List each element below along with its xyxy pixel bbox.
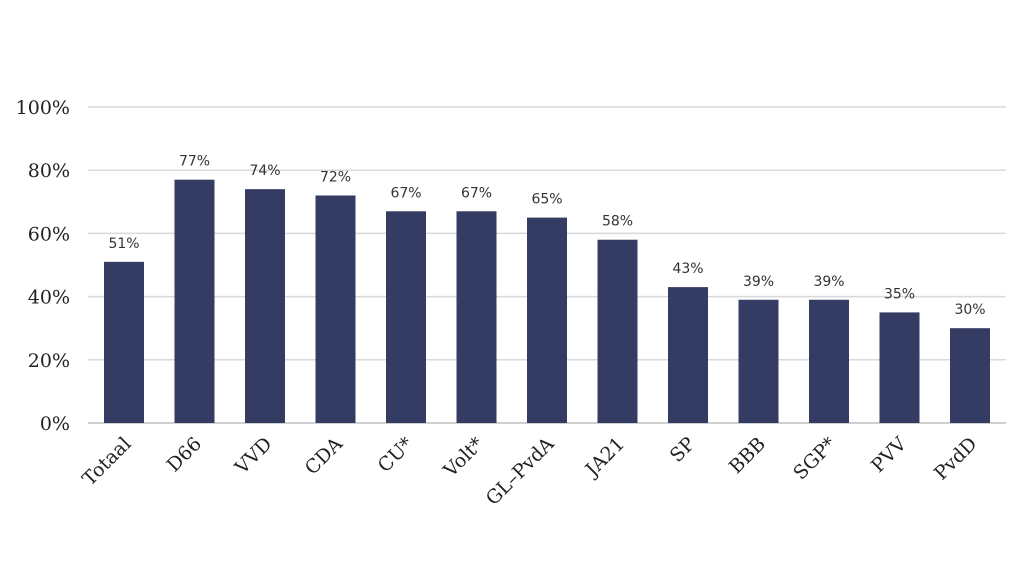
y-tick-label: 80% (28, 160, 70, 182)
bar (597, 239, 638, 423)
category-label: BBB (725, 433, 770, 478)
category-label: CDA (301, 433, 348, 480)
category-label: CU* (374, 433, 418, 477)
bars (104, 179, 990, 423)
x-axis-category-labels: Totaal D66 VVD CDA CU* Volt*GL–PvdA JA21 SP BBB S… (78, 433, 981, 510)
bar-value-label: 39% (813, 274, 844, 290)
bar (104, 261, 144, 423)
bar-value-label: 65% (531, 192, 562, 208)
bar (174, 179, 215, 423)
bar-value-label: 74% (249, 163, 280, 179)
bar (950, 328, 990, 423)
bar (809, 299, 849, 423)
bar (386, 211, 426, 423)
category-label: SGP* (789, 433, 841, 485)
y-tick-label: 60% (28, 223, 70, 245)
category-label: GL–PvdA (482, 433, 559, 510)
bar-value-label: 43% (672, 261, 703, 277)
category-label: Totaal (78, 433, 135, 490)
bar (738, 299, 779, 423)
bar-value-label: 67% (461, 185, 492, 201)
category-label: Volt* (439, 433, 489, 483)
category-label: D66 (163, 433, 206, 476)
bar-value-label: 39% (743, 274, 774, 290)
category-label: VVD (230, 433, 276, 479)
y-tick-label: 0% (40, 413, 70, 435)
y-axis-tick-labels: 0% 20% 40% 60% 80% 100% (16, 97, 70, 435)
bar-value-label: 35% (884, 286, 915, 302)
bar-value-label: 67% (390, 185, 421, 201)
y-tick-label: 20% (28, 350, 70, 372)
bar (668, 287, 708, 423)
category-label: SP (666, 433, 700, 467)
category-label: JA21 (580, 433, 629, 482)
y-tick-label: 100% (16, 97, 70, 119)
bar (879, 312, 920, 423)
category-label: PVV (867, 433, 911, 477)
bar-value-label: 30% (954, 302, 985, 318)
data-labels: 51% 77% 74% 72% 67% 67% 65% 58% 43% 39% 39% 35% 30% (108, 154, 985, 319)
bar (456, 211, 497, 423)
category-label: PvdD (930, 433, 982, 485)
bar-value-label: 77% (179, 154, 210, 170)
bar-value-label: 72% (320, 169, 351, 185)
bar-value-label: 51% (108, 236, 139, 252)
y-tick-label: 40% (28, 287, 70, 309)
bar (527, 217, 567, 423)
bar (245, 189, 285, 423)
bar-value-label: 58% (602, 214, 633, 230)
bar (315, 195, 356, 423)
